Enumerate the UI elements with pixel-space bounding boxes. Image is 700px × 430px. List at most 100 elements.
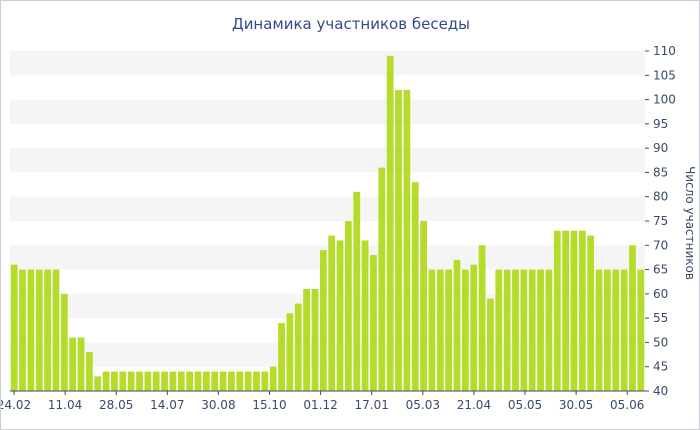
bar <box>253 371 260 391</box>
bar <box>311 289 319 391</box>
bar <box>219 371 227 391</box>
y-tick-label: 70 <box>653 238 668 252</box>
y-tick-label: 60 <box>653 287 668 301</box>
x-tick-label: 21.04 <box>457 398 491 412</box>
y-tick-label: 95 <box>653 117 668 131</box>
y-tick-label: 90 <box>653 141 668 155</box>
bar <box>386 55 394 392</box>
bar <box>370 255 377 391</box>
bar <box>445 269 453 391</box>
bar <box>428 269 436 391</box>
bar <box>119 371 127 391</box>
x-tick-label: 30.08 <box>201 398 235 412</box>
bar <box>10 264 18 391</box>
bar <box>470 264 478 391</box>
y-tick-label: 40 <box>653 384 668 398</box>
bar <box>595 269 603 391</box>
y-tick-label: 80 <box>653 190 668 204</box>
x-tick-label: 24.02 <box>1 398 31 412</box>
bar <box>336 240 344 391</box>
bar <box>503 269 511 391</box>
bar <box>177 371 185 391</box>
bar <box>319 250 327 391</box>
bar <box>94 376 102 391</box>
bar <box>186 371 194 391</box>
bar <box>537 269 544 391</box>
x-axis-ticks: 24.02 11.04 28.05 14.07 30.08 15.10 01.12 17.01… <box>1 391 644 412</box>
bar <box>587 235 595 391</box>
bar <box>395 89 402 392</box>
y-tick-label: 65 <box>653 263 668 277</box>
grid-band <box>10 51 645 76</box>
y-tick-label: 105 <box>653 68 676 82</box>
grid-band <box>10 196 645 221</box>
bar <box>244 371 252 391</box>
bar <box>353 191 361 391</box>
bar <box>553 230 561 391</box>
bar <box>52 269 60 391</box>
bar <box>286 313 294 391</box>
bar <box>411 182 419 391</box>
bar <box>60 293 68 391</box>
y-tick-label: 100 <box>653 93 676 107</box>
bar <box>545 269 553 391</box>
bar <box>528 269 536 391</box>
y-axis-ticks: 40 45 50 55 60 65 70 75 80 85 90 95 100 105 110 <box>645 44 676 398</box>
y-tick-label: 55 <box>653 311 668 325</box>
bar <box>269 366 277 391</box>
bar <box>361 240 369 391</box>
bar <box>520 269 528 391</box>
grid-band <box>10 99 645 124</box>
y-tick-label: 75 <box>653 214 668 228</box>
x-tick-label: 17.01 <box>355 398 389 412</box>
bar <box>144 371 152 391</box>
x-tick-label: 05.05 <box>508 398 542 412</box>
bar <box>604 269 611 391</box>
bar <box>19 269 26 391</box>
x-tick-label: 05.06 <box>610 398 644 412</box>
bar <box>102 371 110 391</box>
bar <box>403 89 411 392</box>
bar <box>453 259 461 391</box>
bar <box>261 371 269 391</box>
bar <box>194 371 202 391</box>
bar <box>578 230 586 391</box>
bar <box>202 371 210 391</box>
bar <box>562 230 570 391</box>
bar <box>35 269 43 391</box>
bar <box>570 230 578 391</box>
bar <box>487 298 494 391</box>
bar <box>86 352 93 391</box>
bar <box>294 303 302 391</box>
bar <box>236 371 244 391</box>
x-tick-label: 11.04 <box>48 398 82 412</box>
bar <box>111 371 118 391</box>
bar <box>69 337 77 391</box>
bar <box>378 167 386 391</box>
grid-band <box>10 245 645 270</box>
bar <box>211 371 219 391</box>
bar <box>161 371 168 391</box>
bar <box>612 269 620 391</box>
x-tick-label: 28.05 <box>99 398 133 412</box>
bar <box>345 221 352 391</box>
bar <box>303 289 310 391</box>
bar <box>278 323 285 391</box>
bar <box>328 235 336 391</box>
bar <box>461 269 469 391</box>
bar <box>629 245 636 391</box>
y-tick-label: 85 <box>653 165 668 179</box>
bar <box>495 269 503 391</box>
bar <box>136 371 143 391</box>
bar <box>478 245 486 391</box>
bar <box>436 269 444 391</box>
bar <box>637 269 645 391</box>
bar <box>169 371 177 391</box>
x-tick-label: 30.05 <box>559 398 593 412</box>
y-tick-label: 110 <box>653 44 676 58</box>
bar <box>27 269 35 391</box>
x-tick-label: 05.03 <box>406 398 440 412</box>
bar <box>420 221 427 391</box>
grid-band <box>10 148 645 173</box>
